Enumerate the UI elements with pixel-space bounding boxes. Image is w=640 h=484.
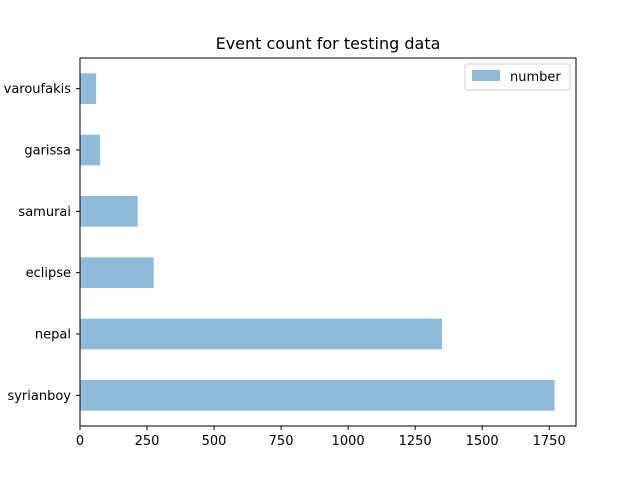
y-tick-label: nepal — [35, 328, 71, 343]
bar-nepal — [80, 318, 442, 350]
bar-eclipse — [80, 257, 154, 288]
plot-frame — [79, 57, 577, 427]
x-tick-label: 0 — [76, 434, 84, 449]
y-tick-label: garissa — [24, 144, 71, 159]
bar-varoufakis — [80, 73, 97, 104]
bar-syrianboy — [80, 380, 555, 411]
x-tick-label: 1500 — [466, 434, 499, 449]
bar-samurai — [80, 196, 138, 227]
legend: number — [464, 63, 571, 91]
x-tick-label: 500 — [202, 434, 227, 449]
y-tick-label: eclipse — [26, 266, 71, 281]
x-tick-label: 1750 — [533, 434, 566, 449]
x-tick-label: 250 — [135, 434, 160, 449]
y-tick-label: syrianboy — [7, 389, 71, 404]
ticks-group: syrianboy nepal eclipse samurai garissa varou… — [4, 82, 566, 449]
bar-garissa — [80, 134, 101, 166]
legend-swatch — [472, 70, 500, 81]
chart-title: Event count for testing data — [216, 34, 441, 53]
x-tick-label: 1250 — [399, 434, 432, 449]
x-tick-label: 750 — [269, 434, 294, 449]
y-tick-label: samurai — [18, 205, 71, 220]
bars-group — [80, 73, 555, 411]
x-tick-label: 1000 — [332, 434, 365, 449]
y-tick-label: varoufakis — [4, 82, 72, 97]
legend-label: number — [510, 70, 561, 85]
